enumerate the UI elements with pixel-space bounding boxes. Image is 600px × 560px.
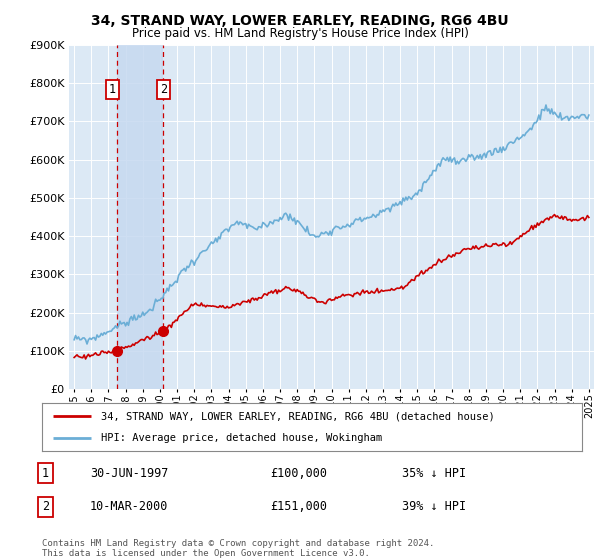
Text: 2: 2 (42, 500, 49, 514)
Bar (117, 45, 163, 389)
Text: 34, STRAND WAY, LOWER EARLEY, READING, RG6 4BU (detached house): 34, STRAND WAY, LOWER EARLEY, READING, R… (101, 411, 495, 421)
Text: 1: 1 (42, 466, 49, 480)
Text: 1: 1 (109, 83, 116, 96)
Text: 30-JUN-1997: 30-JUN-1997 (90, 466, 169, 480)
Text: Price paid vs. HM Land Registry's House Price Index (HPI): Price paid vs. HM Land Registry's House … (131, 27, 469, 40)
Text: Contains HM Land Registry data © Crown copyright and database right 2024.
This d: Contains HM Land Registry data © Crown c… (42, 539, 434, 558)
Text: £151,000: £151,000 (270, 500, 327, 514)
Text: 2: 2 (160, 83, 167, 96)
Text: 10-MAR-2000: 10-MAR-2000 (90, 500, 169, 514)
Text: 39% ↓ HPI: 39% ↓ HPI (402, 500, 466, 514)
Text: £100,000: £100,000 (270, 466, 327, 480)
Text: 34, STRAND WAY, LOWER EARLEY, READING, RG6 4BU: 34, STRAND WAY, LOWER EARLEY, READING, R… (91, 14, 509, 28)
Text: 35% ↓ HPI: 35% ↓ HPI (402, 466, 466, 480)
Text: HPI: Average price, detached house, Wokingham: HPI: Average price, detached house, Woki… (101, 433, 383, 443)
